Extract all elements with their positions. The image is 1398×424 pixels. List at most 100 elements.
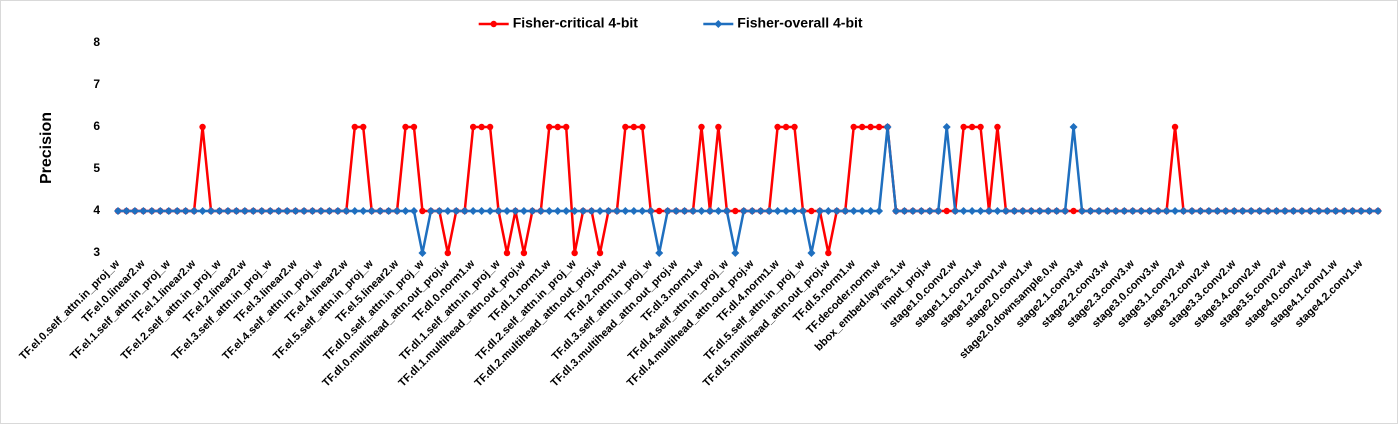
point — [249, 207, 258, 215]
point — [849, 207, 858, 215]
point — [773, 207, 782, 215]
point — [951, 207, 960, 215]
point — [478, 123, 485, 131]
point — [1230, 207, 1239, 215]
point — [655, 249, 664, 257]
point — [656, 207, 663, 215]
point — [435, 207, 444, 215]
point — [486, 207, 495, 215]
point — [739, 207, 748, 215]
point — [698, 123, 705, 131]
point — [402, 123, 409, 131]
point — [976, 207, 985, 215]
point — [646, 207, 655, 215]
point — [494, 207, 503, 215]
point — [1179, 207, 1188, 215]
point — [756, 207, 765, 215]
point — [469, 123, 477, 131]
point — [765, 207, 774, 215]
point — [824, 207, 833, 215]
point — [367, 207, 376, 215]
legend-marker — [490, 20, 497, 28]
point — [1111, 207, 1120, 215]
point — [173, 207, 182, 215]
point — [714, 207, 723, 215]
point — [579, 207, 588, 215]
point — [1187, 207, 1196, 215]
point — [985, 207, 994, 215]
point — [705, 207, 714, 215]
point — [570, 207, 579, 215]
point — [663, 207, 672, 215]
point — [308, 207, 317, 215]
point — [808, 207, 815, 215]
point — [536, 207, 545, 215]
point — [959, 207, 968, 215]
y-tick-label: 3 — [93, 245, 100, 259]
point — [850, 123, 857, 131]
point — [1196, 207, 1205, 215]
point — [215, 207, 224, 215]
point — [240, 207, 249, 215]
point — [1044, 207, 1053, 215]
point — [1374, 207, 1382, 215]
point — [1314, 207, 1323, 215]
point — [917, 207, 926, 215]
point — [114, 207, 122, 215]
point — [621, 207, 630, 215]
point — [545, 207, 554, 215]
point — [426, 207, 435, 215]
point — [680, 207, 689, 215]
point — [1069, 123, 1078, 131]
point — [333, 207, 342, 215]
point — [360, 123, 367, 131]
point — [1145, 207, 1154, 215]
point — [934, 207, 943, 215]
point — [639, 123, 646, 131]
point — [528, 207, 537, 215]
point — [790, 207, 799, 215]
point — [1306, 207, 1315, 215]
point — [376, 207, 385, 215]
point — [469, 207, 478, 215]
point — [1348, 207, 1357, 215]
point — [825, 249, 832, 257]
point — [1204, 207, 1213, 215]
point — [1297, 207, 1306, 215]
point — [1094, 207, 1103, 215]
point — [883, 123, 892, 131]
point — [452, 207, 461, 215]
point — [1238, 207, 1247, 215]
point — [130, 207, 139, 215]
point — [1035, 207, 1044, 215]
point — [697, 207, 706, 215]
point — [316, 207, 325, 215]
point — [629, 207, 638, 215]
point — [791, 123, 798, 131]
point — [1052, 207, 1061, 215]
point — [418, 249, 427, 257]
point — [562, 207, 571, 215]
point — [257, 207, 266, 215]
point — [858, 123, 866, 131]
point — [672, 207, 681, 215]
point — [1103, 207, 1112, 215]
point — [1289, 207, 1298, 215]
point — [1331, 207, 1340, 215]
point — [1120, 207, 1129, 215]
point — [223, 207, 232, 215]
point — [300, 207, 309, 215]
point — [908, 207, 917, 215]
point — [1027, 207, 1036, 215]
point — [875, 207, 884, 215]
point — [587, 207, 596, 215]
point — [732, 207, 739, 215]
point — [722, 207, 731, 215]
point — [1255, 207, 1264, 215]
point — [546, 123, 553, 131]
point — [689, 207, 698, 215]
point — [731, 249, 740, 257]
point — [815, 207, 824, 215]
point — [968, 207, 977, 215]
